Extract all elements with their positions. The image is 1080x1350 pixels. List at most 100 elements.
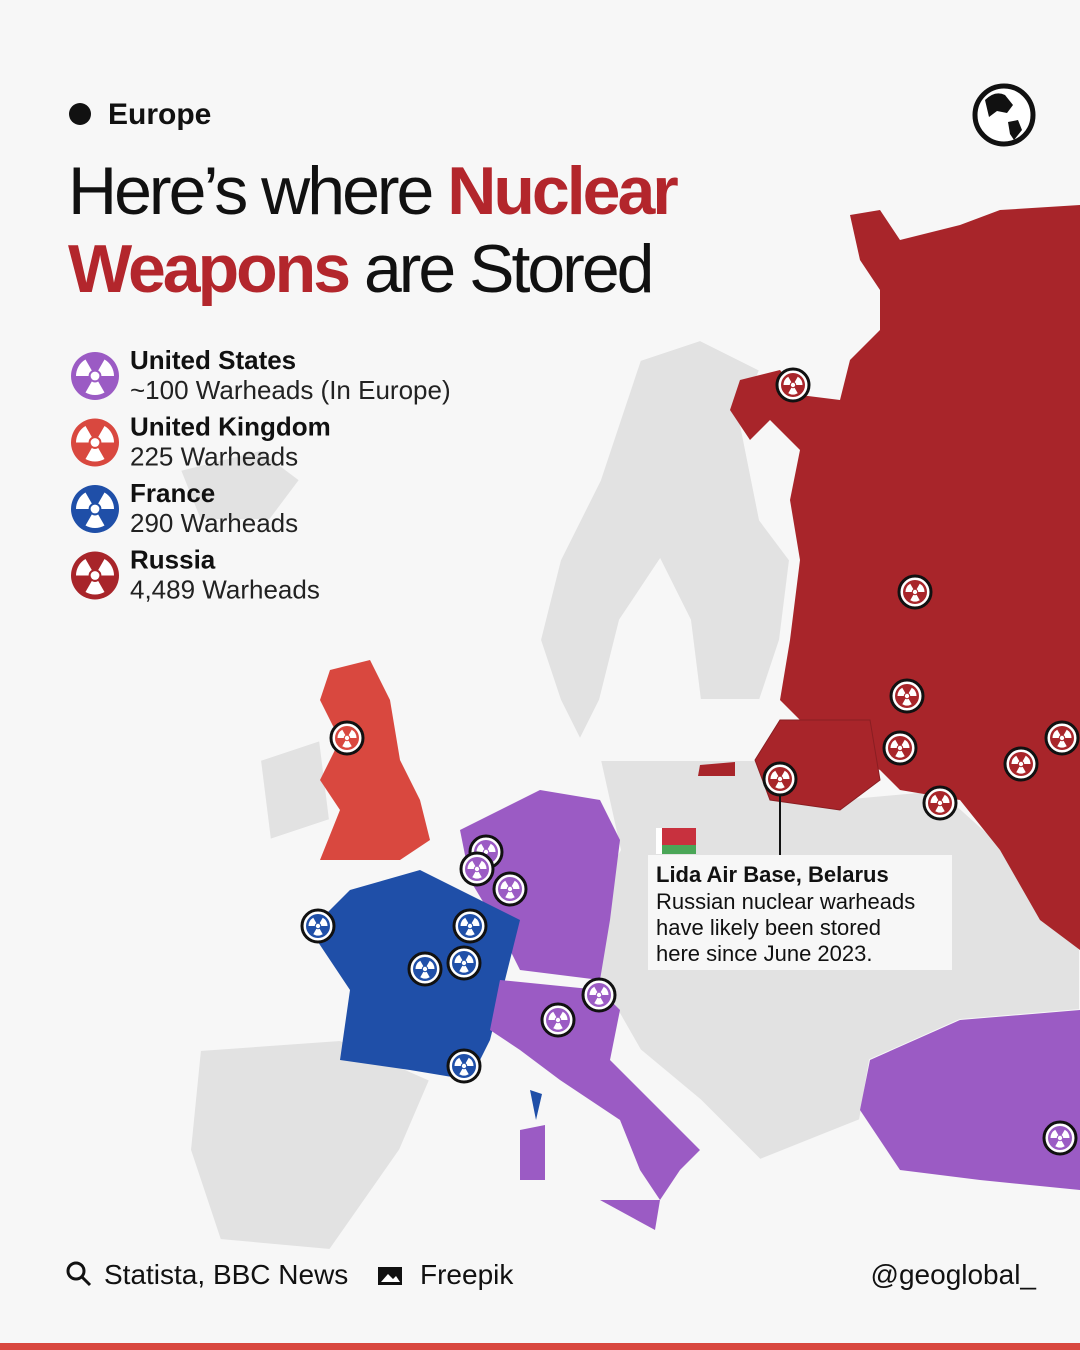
radiation-icon [446, 1048, 482, 1084]
legend-detail: ~100 Warheads (In Europe) [130, 375, 451, 405]
icon-blade [1061, 1129, 1070, 1138]
legend-detail: 4,489 Warheads [130, 575, 320, 605]
callout-line-text: here since June 2023. [656, 941, 873, 966]
icon-center [315, 923, 321, 929]
icon-center [90, 571, 100, 580]
icon-blade [500, 880, 509, 889]
radiation-icon [581, 977, 617, 1013]
icon-blade [342, 740, 352, 748]
icon-blade [426, 960, 435, 969]
callout-box [648, 855, 952, 970]
icon-blade [783, 376, 792, 385]
radiation-icon [1042, 1120, 1078, 1156]
title-line-1: Here’s where Nuclear [68, 153, 678, 229]
icon-blade [1016, 766, 1026, 774]
icon-blade [85, 448, 105, 462]
icon-center [90, 371, 100, 381]
callout-line-text: Russian nuclear warheads [656, 889, 915, 914]
icon-blade [465, 928, 475, 936]
icon-blade [98, 359, 114, 376]
icon-center [777, 776, 783, 782]
icon-blade [460, 917, 469, 926]
icon-center [790, 382, 796, 388]
icon-center [937, 800, 943, 806]
kaliningrad [698, 762, 735, 776]
icon-blade [98, 559, 114, 576]
icon-blade [459, 1068, 469, 1076]
icon-blade [85, 381, 105, 395]
icon-blade [1050, 1129, 1059, 1138]
region: Europe [108, 98, 211, 131]
icon-center [1059, 735, 1065, 741]
title-line-2: Weapons are Stored [68, 231, 651, 307]
radiation-icon [1003, 746, 1039, 782]
icon-blade [472, 871, 482, 879]
globe-small [69, 103, 91, 125]
icon-blade [467, 860, 476, 869]
russia [730, 205, 1080, 950]
icon-blade [85, 514, 105, 528]
legend-country: United States [130, 345, 296, 375]
sicily [600, 1200, 660, 1230]
icon-blade [910, 594, 920, 602]
icon-blade [1052, 729, 1061, 738]
icon-blade [1063, 729, 1072, 738]
icon-blade [897, 687, 906, 696]
radiation-icon [71, 485, 119, 533]
icon-blade [454, 954, 463, 963]
icon-blade [505, 891, 515, 899]
icon-blade [895, 750, 905, 758]
radiation-icon [407, 951, 443, 987]
icon-center [1018, 761, 1024, 767]
icon-center [344, 735, 350, 741]
legend-country: France [130, 478, 215, 508]
radiation-icon [922, 785, 958, 821]
radiation-icon [459, 851, 495, 887]
radiation-icon [775, 367, 811, 403]
icon-blade [901, 739, 910, 748]
icon-blade [337, 729, 346, 738]
icon-blade [313, 928, 323, 936]
radiation-icon [446, 945, 482, 981]
title-text: Here’s where [68, 153, 432, 229]
radiation-icon [882, 730, 918, 766]
icon-blade [76, 492, 92, 509]
icon-center [461, 1063, 467, 1069]
icon-blade [589, 986, 598, 995]
legend-detail: 290 Warheads [130, 508, 298, 538]
legend-country: United Kingdom [130, 412, 331, 442]
icon-blade [471, 917, 480, 926]
legend-detail: 225 Warheads [130, 442, 298, 472]
title-highlight: Weapons [68, 231, 349, 307]
image-credit: Freepik [420, 1259, 514, 1290]
icon-blade [916, 583, 925, 592]
icon-blade [308, 917, 317, 926]
icon-blade [775, 781, 785, 789]
icon-blade [415, 960, 424, 969]
icon-blade [890, 739, 899, 748]
italy [490, 980, 700, 1200]
germany-benelux [460, 790, 620, 980]
icon-blade [487, 843, 496, 852]
turkey [860, 1010, 1080, 1190]
icon-blade [98, 492, 114, 509]
radiation-icon [762, 761, 798, 797]
icon-blade [76, 426, 92, 443]
legend: United States~100 Warheads (In Europe) Un… [71, 345, 451, 605]
icon-blade [941, 794, 950, 803]
radiation-icon [452, 908, 488, 944]
icon-center [1057, 1135, 1063, 1141]
icon-blade [459, 965, 469, 973]
icon-blade [594, 997, 604, 1005]
search-icon [66, 1261, 92, 1287]
icon-blade [600, 986, 609, 995]
radiation-icon [329, 720, 365, 756]
radiation-icon [71, 352, 119, 400]
icon-blade [935, 805, 945, 813]
icon-blade [465, 1057, 474, 1066]
icon-blade [559, 1011, 568, 1020]
ireland [258, 738, 332, 842]
icon-blade [788, 387, 798, 395]
bottom-bar [0, 1343, 1080, 1350]
